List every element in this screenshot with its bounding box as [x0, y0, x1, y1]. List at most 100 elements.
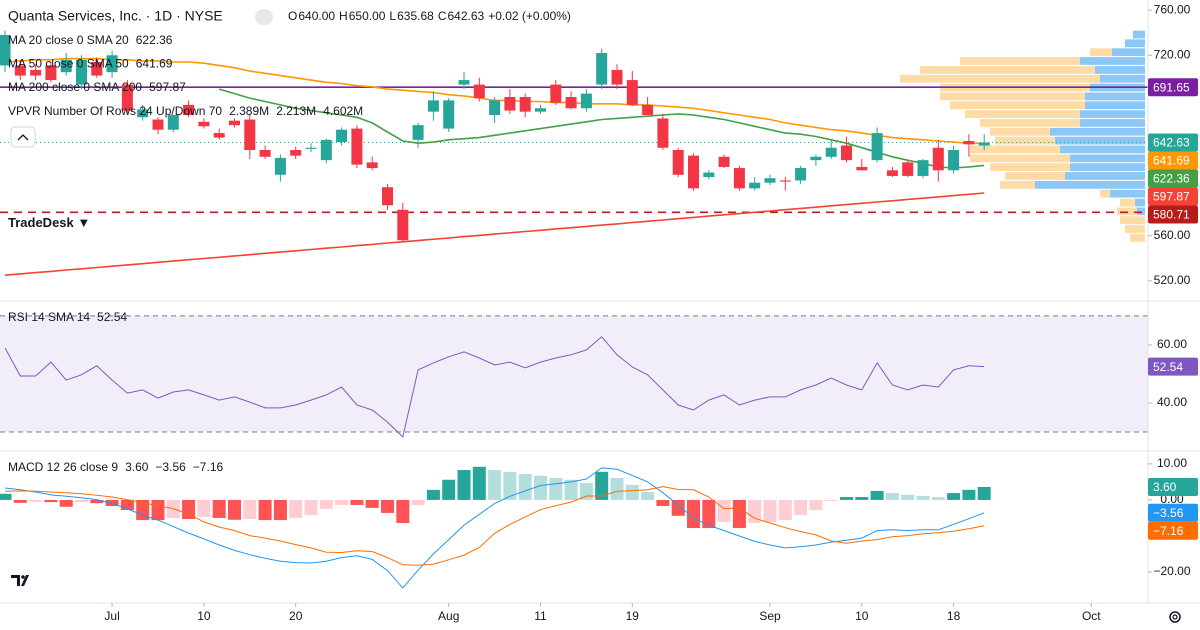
macd-histogram-bar [595, 471, 609, 500]
moving-average-line [4, 192, 985, 276]
candle-body [76, 59, 87, 85]
macd-histogram-bar [212, 499, 226, 518]
x-tick-label: Jul [104, 609, 119, 623]
vpvr-down [990, 163, 1070, 172]
collapse-button[interactable] [10, 126, 36, 148]
x-tick-label: 10 [855, 609, 869, 623]
legend-value: 3.60 [125, 460, 149, 474]
vpvr-down [1130, 233, 1145, 242]
y-tick-label: 760.00 [1154, 2, 1191, 16]
price-tag-label: −7.16 [1153, 524, 1184, 538]
vpvr-down [1120, 216, 1145, 225]
macd-histogram-bar [534, 475, 547, 500]
macd-histogram-bar [472, 466, 486, 500]
y-tick-label: −20.00 [1153, 564, 1190, 578]
ohlc-value: 642.63 [447, 9, 484, 23]
legend-value: 4.602M [323, 104, 363, 118]
rsi-band [0, 315, 1148, 433]
price-tag [1148, 357, 1198, 376]
macd-histogram-bar [29, 499, 43, 502]
price-tag [1148, 169, 1198, 188]
macd-histogram-bar [564, 479, 578, 500]
candle-body [320, 139, 332, 161]
candle-body [795, 168, 807, 181]
candle-body [183, 104, 195, 116]
ohlc-value: 640.00 [298, 9, 335, 23]
candle-body [259, 150, 271, 157]
vpvr-up [1055, 136, 1145, 145]
candle-body [274, 157, 286, 175]
vpvr-down [1000, 180, 1035, 189]
signal-line [4, 486, 985, 566]
ohlc-letter: L [389, 9, 396, 23]
legend-value: −7.16 [193, 460, 224, 474]
settings-gear[interactable] [1169, 611, 1181, 623]
macd-line [4, 467, 985, 589]
macd-histogram-bar [778, 499, 792, 521]
macd-histogram-bar [335, 499, 349, 505]
candle-body [290, 150, 302, 156]
macd-histogram-bar [0, 493, 12, 500]
price-tag-label: 580.71 [1153, 208, 1190, 222]
macd-histogram-bar [396, 499, 410, 523]
macd-histogram-bar [855, 497, 869, 500]
vpvr-down [1117, 207, 1137, 216]
macd-histogram-bar [732, 499, 746, 529]
macd-histogram-bar [258, 499, 272, 521]
macd-histogram-bar [59, 499, 73, 507]
candle-body [733, 168, 745, 189]
candle-body [626, 80, 638, 105]
legend-name: MA 200 close 0 SMA 200 [8, 80, 142, 94]
candle-body [244, 119, 256, 150]
vpvr-down [960, 57, 1080, 65]
candle-body [749, 182, 761, 189]
macd-histogram-bar [136, 499, 150, 521]
macd-histogram-bar [442, 479, 456, 500]
macd-histogram-bar [273, 499, 287, 521]
legend-value: −3.56 [155, 460, 186, 474]
candle-body [550, 84, 562, 103]
price-tag [1148, 187, 1198, 206]
candle-body [886, 170, 898, 176]
macd-histogram-bar [824, 499, 838, 502]
vpvr-up [1035, 180, 1145, 189]
candle-body [535, 108, 546, 112]
macd-histogram-bar [365, 499, 379, 508]
vpvr-down [1120, 198, 1135, 207]
macd-histogram-bar [840, 497, 853, 500]
visibility-toggle[interactable] [255, 9, 273, 25]
legend-name: RSI 14 SMA 14 [8, 310, 90, 324]
macd-histogram-bar [304, 499, 318, 516]
macd-histogram-bar [319, 499, 333, 509]
macd-histogram-bar [197, 499, 211, 517]
macd-histogram-bar [518, 473, 532, 500]
candle-body [106, 55, 118, 73]
macd-histogram-bar [13, 499, 27, 503]
macd-histogram-bar [748, 499, 762, 523]
vpvr-down [900, 74, 1100, 83]
vpvr-up [1070, 163, 1145, 172]
candle-body [397, 209, 409, 241]
macd-histogram-bar [901, 494, 915, 500]
vpvr-up [1085, 101, 1145, 110]
x-tick-label: 19 [626, 609, 640, 623]
candle-body [45, 65, 57, 81]
tradingview-logo[interactable] [11, 575, 29, 586]
vpvr-up [1070, 154, 1145, 163]
x-tick-label: 11 [534, 609, 547, 623]
candle-body [213, 133, 225, 138]
macd-histogram-bar [75, 499, 88, 503]
macd-histogram-bar [717, 499, 731, 522]
vpvr-up [1050, 127, 1145, 136]
legend-value: 52.54 [97, 310, 127, 324]
legend-name: MACD 12 26 close 9 [8, 460, 118, 474]
candle-body [458, 80, 470, 85]
candle-body [473, 84, 485, 99]
y-tick-label: 520.00 [1154, 273, 1191, 287]
ohlc-letter: C [438, 9, 447, 23]
candle-body [30, 69, 42, 76]
candle-body [672, 150, 684, 175]
vpvr-up [1110, 189, 1145, 198]
vpvr-up [1080, 57, 1145, 65]
